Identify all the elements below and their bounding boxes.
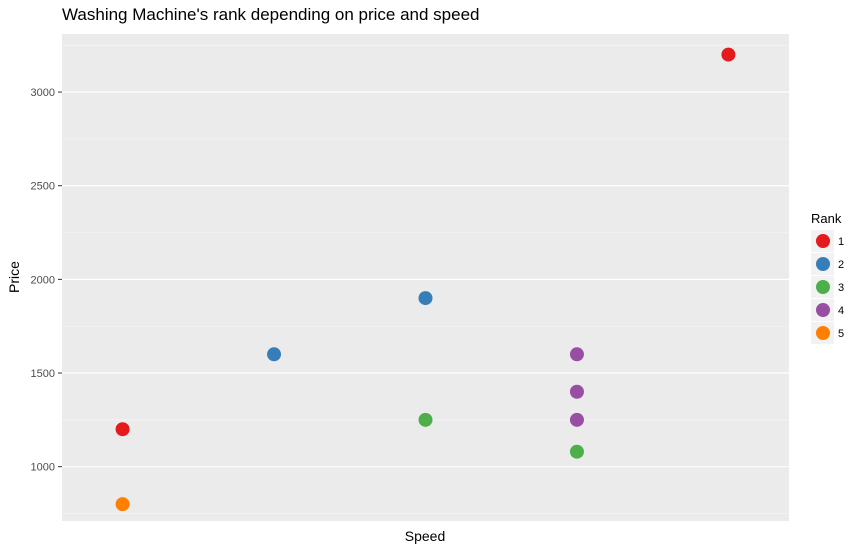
data-point-rank-1 <box>721 47 736 62</box>
legend-label-5: 5 <box>838 328 844 340</box>
data-point-rank-4 <box>569 384 584 399</box>
y-tick-label: 1000 <box>31 462 55 474</box>
y-tick-label: 2000 <box>31 274 55 286</box>
data-point-rank-3 <box>418 412 433 427</box>
legend-key-2 <box>816 257 830 271</box>
y-axis-title: Price <box>6 261 22 293</box>
legend-label-4: 4 <box>838 305 844 317</box>
data-point-rank-4 <box>569 412 584 427</box>
grid-major <box>62 91 789 468</box>
legend-label-1: 1 <box>838 236 844 248</box>
legend-label-3: 3 <box>838 282 844 294</box>
data-points <box>115 47 736 512</box>
legend-title: Rank <box>811 211 842 226</box>
legend: Rank 1 2 3 4 5 <box>811 211 844 344</box>
data-point-rank-2 <box>267 347 282 362</box>
data-point-rank-1 <box>115 422 130 437</box>
legend-label-2: 2 <box>838 259 844 271</box>
legend-key-1 <box>816 234 830 248</box>
grid-minor <box>62 44 789 514</box>
y-tick-label: 2500 <box>31 181 55 193</box>
plot-panel <box>62 34 789 521</box>
data-point-rank-2 <box>418 291 433 306</box>
legend-key-5 <box>816 326 830 340</box>
y-tick-label: 3000 <box>31 87 55 99</box>
x-axis-title: Speed <box>405 528 445 544</box>
y-axis-ticks: 1000 1500 2000 2500 3000 <box>31 87 62 474</box>
y-tick-label: 1500 <box>31 368 55 380</box>
data-point-rank-5 <box>115 497 130 512</box>
chart-title: Washing Machine's rank depending on pric… <box>62 5 480 24</box>
legend-key-3 <box>816 280 830 294</box>
data-point-rank-3 <box>569 444 584 459</box>
data-point-rank-4 <box>569 347 584 362</box>
legend-entries: 1 2 3 4 5 <box>811 230 844 344</box>
legend-key-4 <box>816 303 830 317</box>
